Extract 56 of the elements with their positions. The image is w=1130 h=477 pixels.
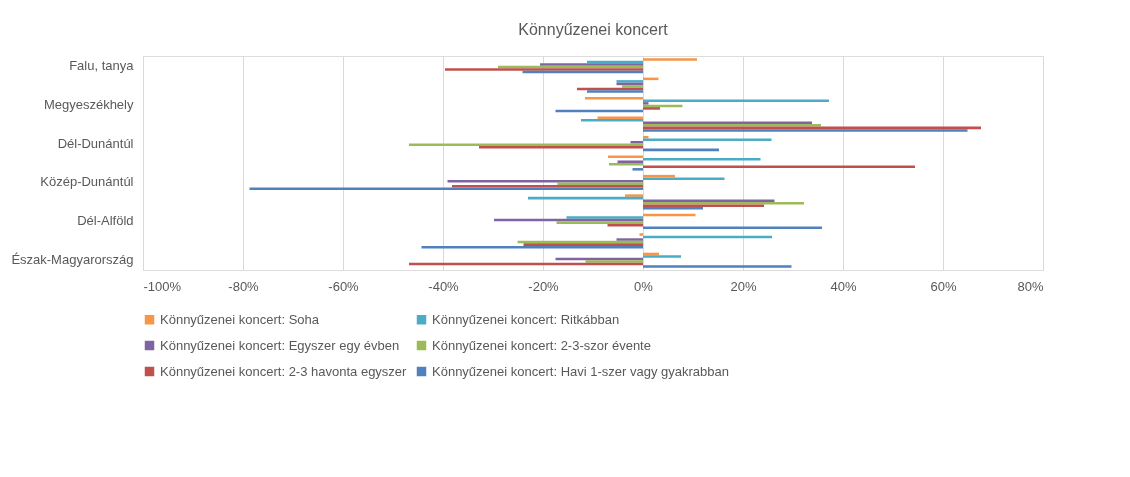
bar xyxy=(632,168,643,171)
bar xyxy=(643,102,649,105)
bar xyxy=(643,199,775,202)
legend-label: Könnyűzenei koncert: Ritkábban xyxy=(432,311,620,327)
chart-title: Könnyűzenei koncert xyxy=(518,21,669,38)
x-tick-label: 80% xyxy=(1017,278,1044,294)
x-tick-label: -100% xyxy=(143,278,182,294)
y-tick-label: Falu, tanya xyxy=(69,57,135,73)
legend-label: Könnyűzenei koncert: Soha xyxy=(160,311,320,327)
bar xyxy=(585,97,643,100)
bar xyxy=(479,146,643,149)
x-tick-label: 40% xyxy=(830,278,857,294)
bar xyxy=(643,58,697,61)
bar xyxy=(581,119,643,122)
bar xyxy=(556,221,643,224)
x-tick-label: -60% xyxy=(328,278,360,294)
bar xyxy=(566,216,643,219)
bar xyxy=(587,90,643,93)
bar xyxy=(643,204,764,207)
bar xyxy=(643,107,660,110)
x-tick-label: -80% xyxy=(228,278,260,294)
x-tick-label: -20% xyxy=(528,278,560,294)
legend-label: Könnyűzenei koncert: 2-3-szor évente xyxy=(432,337,651,353)
x-tick-label: 20% xyxy=(730,278,757,294)
bar xyxy=(643,177,725,180)
y-tick-label: Megyeszékhely xyxy=(43,96,134,112)
bar xyxy=(523,243,643,246)
bar xyxy=(616,238,643,241)
y-tick-label: Közép-Dunántúl xyxy=(40,174,134,190)
bar xyxy=(622,85,643,88)
bar xyxy=(643,124,821,127)
bar xyxy=(557,182,643,185)
bar xyxy=(609,163,643,166)
bar xyxy=(630,141,643,144)
legend-label: Könnyűzenei koncert: 2-3 havonta egyszer xyxy=(160,363,408,379)
bar xyxy=(445,68,643,71)
bar xyxy=(585,260,643,263)
x-tick-label: 60% xyxy=(930,278,957,294)
x-tick-label: -40% xyxy=(428,278,460,294)
y-tick-label: Dél-Alföld xyxy=(77,213,134,229)
bar xyxy=(643,226,822,229)
bar xyxy=(617,160,643,163)
bar xyxy=(643,129,968,132)
bar xyxy=(643,255,681,258)
y-tick-label: Dél-Dunántúl xyxy=(57,135,134,151)
bar xyxy=(608,155,643,158)
legend-label: Könnyűzenei koncert: Havi 1-szer vagy gyakrabban xyxy=(432,363,729,379)
bar xyxy=(643,138,772,142)
bar xyxy=(643,265,792,268)
bar xyxy=(452,184,643,188)
bar xyxy=(625,194,643,197)
bar xyxy=(540,63,643,66)
y-tick-label: Észak-Magyarország xyxy=(11,252,134,268)
x-tick-label: 0% xyxy=(634,278,654,294)
bar xyxy=(639,233,643,236)
legend-label: Könnyűzenei koncert: Egyszer egy évben xyxy=(160,337,400,353)
